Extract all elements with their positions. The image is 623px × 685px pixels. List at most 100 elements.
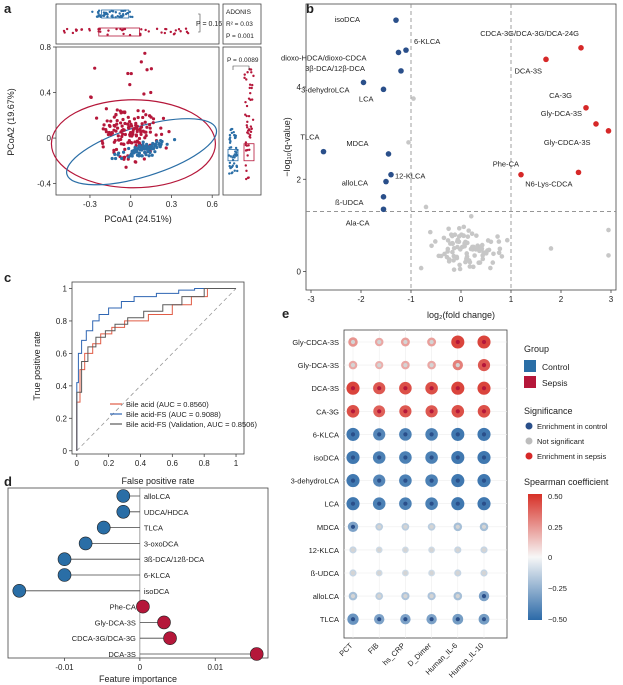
sepsis-point (145, 68, 149, 72)
control-point (150, 153, 154, 157)
sepsis-point (140, 122, 144, 126)
panel-e-sig-dot (429, 570, 434, 576)
panel-e-sig-dot (455, 570, 460, 576)
sepsis-point (110, 131, 114, 135)
panel-a-ytick-label: -0.4 (37, 180, 51, 189)
lollipop-label: Phe-CA (110, 603, 136, 612)
volcano-sig-point (380, 86, 387, 93)
right-box-point (236, 148, 239, 152)
panel-e-sig-dot (455, 478, 460, 483)
volcano-sig-point (578, 45, 584, 51)
sepsis-point (126, 141, 130, 145)
volcano-sig-point (605, 128, 612, 134)
right-box-point (249, 91, 252, 95)
panel-e-sig-dot (481, 409, 487, 414)
volcano-ns-point (448, 232, 454, 237)
sepsis-point (123, 132, 128, 137)
top-box-point (165, 27, 168, 31)
volcano-ns-point (455, 237, 461, 243)
sepsis-point (126, 115, 130, 119)
volcano-point-label: ß-UDCA (335, 198, 363, 207)
panel-b-ytick-label: 0 (297, 268, 302, 277)
sepsis-point (109, 119, 113, 123)
panel-e-sig-dot (481, 547, 487, 553)
control-point (130, 154, 134, 158)
top-box-point (160, 31, 163, 34)
volcano-point-label: CDCA-3G/DCA-3G/DCA-24G (480, 29, 579, 38)
sepsis-point (133, 160, 137, 164)
top-box-point (172, 33, 176, 36)
sepsis-point (144, 130, 148, 134)
top-box-point (144, 28, 147, 32)
panel-e-sig-dot (429, 547, 434, 553)
right-box-point (244, 141, 248, 144)
panel-e-sig-dot (350, 594, 356, 599)
sepsis-point (132, 126, 136, 131)
panel-e-sig-dot (403, 386, 408, 391)
sepsis-point (104, 107, 108, 111)
panel-b-xtick-label: -3 (307, 295, 315, 304)
sepsis-point (122, 128, 126, 132)
top-box-point (119, 27, 122, 31)
lollipop-label: CDCA-3G/DCA-3G (72, 634, 136, 643)
panel-e-sig-dot (455, 501, 460, 506)
panel-c-ylabel: True positive rate (32, 331, 42, 400)
top-box-point (128, 33, 132, 37)
panel-e-sig-dot (377, 339, 382, 345)
roc-legend-label-0: Bile acid (AUC = 0.8560) (126, 400, 209, 409)
sepsis-point (130, 131, 135, 135)
top-box-point (80, 28, 83, 31)
panel-e-row-label: DCA-3S (311, 384, 339, 393)
volcano-ns-point (427, 229, 433, 235)
panel-e-sig-dot (377, 594, 382, 599)
volcano-ns-point (441, 235, 447, 241)
right-box-point (245, 78, 248, 81)
panel-e-sig-dot (429, 478, 434, 483)
control-point (139, 146, 144, 150)
control-point (127, 155, 131, 159)
panel-d-xtick-label: 0 (138, 663, 143, 672)
volcano-ns-point (486, 247, 492, 253)
volcano-point-label: TLCA (300, 133, 319, 142)
control-point (113, 156, 118, 161)
volcano-ns-point (418, 265, 424, 271)
volcano-point-label: Ala-CA (346, 218, 370, 227)
control-point (155, 145, 159, 150)
volcano-ns-point (457, 262, 462, 268)
lollipop-head (96, 520, 111, 535)
volcano-ns-point (477, 248, 482, 254)
top-box-point (114, 11, 118, 14)
panel-c-xtick-label: 0 (75, 459, 80, 468)
volcano-ns-point (480, 256, 486, 262)
panel-e-sig-dot (455, 386, 460, 391)
sepsis-point (127, 119, 132, 124)
right-box-point (232, 162, 236, 165)
panel-e-sig-dot (429, 432, 434, 437)
panel-c-ytick-label: 0 (63, 447, 68, 456)
sepsis-point (137, 136, 142, 141)
sepsis-point (135, 128, 139, 132)
volcano-ns-point (496, 239, 502, 244)
right-box-point (229, 128, 232, 132)
top-box-point (122, 32, 125, 36)
panel-c-ytick-label: 0.6 (56, 349, 68, 358)
panel-d: -0.01 0 0.01 alloLCA UDCA/HDCA TLCA 3-oxoDCA 3ß… (7, 487, 269, 684)
volcano-ns-point (465, 234, 471, 239)
right-box-point (252, 74, 255, 78)
right-box-point (230, 171, 233, 175)
sepsis-point (115, 118, 119, 123)
right-box-point (230, 165, 234, 169)
lollipop-label: 6-KLCA (144, 571, 170, 580)
top-box-point (111, 15, 114, 19)
panel-a-ytick-label: 0.8 (40, 43, 52, 52)
sepsis-point (101, 127, 105, 131)
panel-e-sig-dot (455, 617, 460, 622)
volcano-sig-point (518, 171, 524, 178)
sepsis-point (121, 117, 125, 122)
right-box-point (248, 135, 251, 138)
top-box (98, 27, 141, 37)
volcano-ns-point (411, 96, 416, 101)
sepsis-point (120, 124, 124, 128)
volcano-sig-point (395, 49, 402, 56)
